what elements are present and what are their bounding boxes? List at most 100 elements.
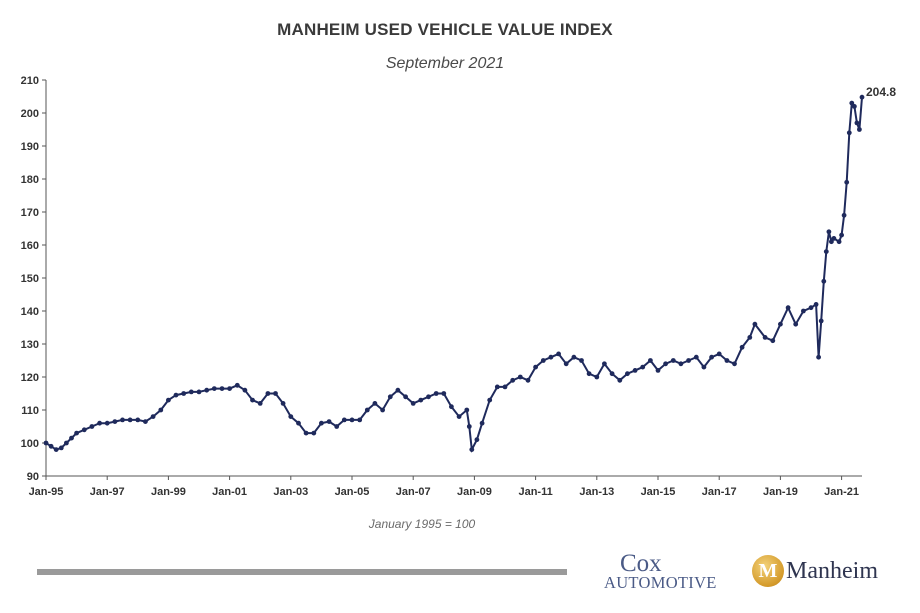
data-point [127, 417, 133, 423]
data-point [387, 394, 393, 400]
data-point [53, 447, 59, 452]
automotive-logo-word: AUTOMOTIVE [604, 573, 717, 592]
data-point [821, 278, 827, 284]
data-point [219, 386, 225, 391]
data-point [456, 414, 462, 419]
data-point [196, 389, 202, 395]
cox-logo-word: Cox [620, 550, 662, 577]
data-point [288, 414, 294, 419]
data-point [418, 397, 424, 403]
data-point [250, 397, 255, 403]
data-point [433, 391, 439, 396]
data-point [466, 424, 472, 429]
manheim-emblem-icon: M [752, 555, 784, 587]
y-tick-label: 200 [21, 108, 39, 120]
data-point [859, 94, 865, 100]
data-point [655, 368, 661, 373]
y-tick-label: 160 [21, 240, 39, 252]
data-point [227, 386, 233, 391]
x-tick-label: Jan-05 [335, 486, 370, 498]
x-tick-label: Jan-17 [702, 486, 737, 498]
data-point [273, 391, 278, 396]
data-point [648, 358, 653, 363]
data-point [709, 354, 714, 360]
data-point [97, 420, 102, 426]
data-point [403, 394, 408, 400]
data-point [854, 120, 860, 126]
y-tick-label: 180 [21, 174, 39, 186]
data-point [716, 351, 722, 357]
x-tick-label: Jan-03 [273, 486, 308, 498]
data-point [846, 130, 852, 136]
data-point [64, 440, 69, 446]
data-point [801, 308, 806, 314]
y-tick-label: 150 [21, 273, 39, 285]
x-tick-label: Jan-19 [763, 486, 798, 498]
data-point [173, 392, 179, 398]
series-points [43, 94, 865, 452]
x-tick-label: Jan-11 [518, 486, 552, 498]
x-tick-label: Jan-21 [824, 486, 859, 498]
data-point [517, 374, 523, 380]
y-tick-label: 210 [21, 75, 39, 87]
data-point [770, 338, 776, 344]
data-point [112, 419, 118, 424]
data-point [724, 358, 730, 363]
manheim-logo-word: Manheim [786, 558, 878, 584]
data-point [813, 302, 819, 307]
chart-title: MANHEIM USED VEHICLE VALUE INDEX [277, 20, 613, 39]
data-point [778, 321, 783, 327]
x-tick-label: Jan-01 [212, 486, 247, 498]
data-point [303, 430, 309, 436]
data-point [844, 179, 850, 185]
data-point [58, 445, 64, 451]
data-point [525, 377, 531, 383]
data-point [464, 407, 470, 413]
y-tick-label: 110 [21, 405, 39, 417]
data-point [104, 420, 110, 426]
data-point [280, 401, 286, 406]
data-point [670, 358, 676, 363]
data-point [678, 361, 684, 367]
data-point [150, 414, 156, 419]
chart-axes [45, 80, 862, 477]
data-point [265, 391, 271, 396]
data-point [632, 368, 638, 373]
data-point [752, 321, 758, 327]
data-point [166, 397, 171, 403]
data-point [762, 335, 768, 340]
data-point [857, 127, 862, 132]
series-line [45, 97, 863, 454]
data-point [341, 417, 347, 423]
data-point [426, 394, 431, 400]
data-point [364, 407, 370, 413]
data-point [831, 236, 837, 241]
y-tick-label: 190 [21, 141, 39, 153]
x-tick-label: Jan-95 [29, 486, 64, 498]
data-point [640, 364, 646, 370]
data-point [487, 397, 493, 403]
y-tick-label: 130 [21, 339, 39, 351]
data-point [579, 358, 584, 363]
data-point [693, 354, 699, 360]
data-point [563, 361, 569, 367]
data-point [556, 351, 561, 357]
data-point [158, 407, 164, 413]
data-point [234, 382, 240, 388]
data-point [747, 335, 753, 340]
cox-automotive-logo: Cox AUTOMOTIVE [604, 551, 720, 599]
latest-value-label: 204.8 [866, 85, 896, 99]
data-point [571, 354, 577, 360]
data-point [334, 424, 340, 429]
data-point [69, 435, 74, 441]
base-note: January 1995 = 100 [368, 517, 476, 531]
data-point [74, 430, 79, 436]
data-point [120, 417, 125, 423]
chart-subtitle: September 2021 [385, 55, 505, 72]
y-axis-ticks: 90 100 110 120 130 140 150 160 170 180 190 200 210 [21, 75, 46, 483]
y-tick-label: 140 [21, 306, 39, 318]
data-point [143, 419, 148, 424]
data-point [686, 358, 691, 363]
data-point [395, 387, 401, 393]
